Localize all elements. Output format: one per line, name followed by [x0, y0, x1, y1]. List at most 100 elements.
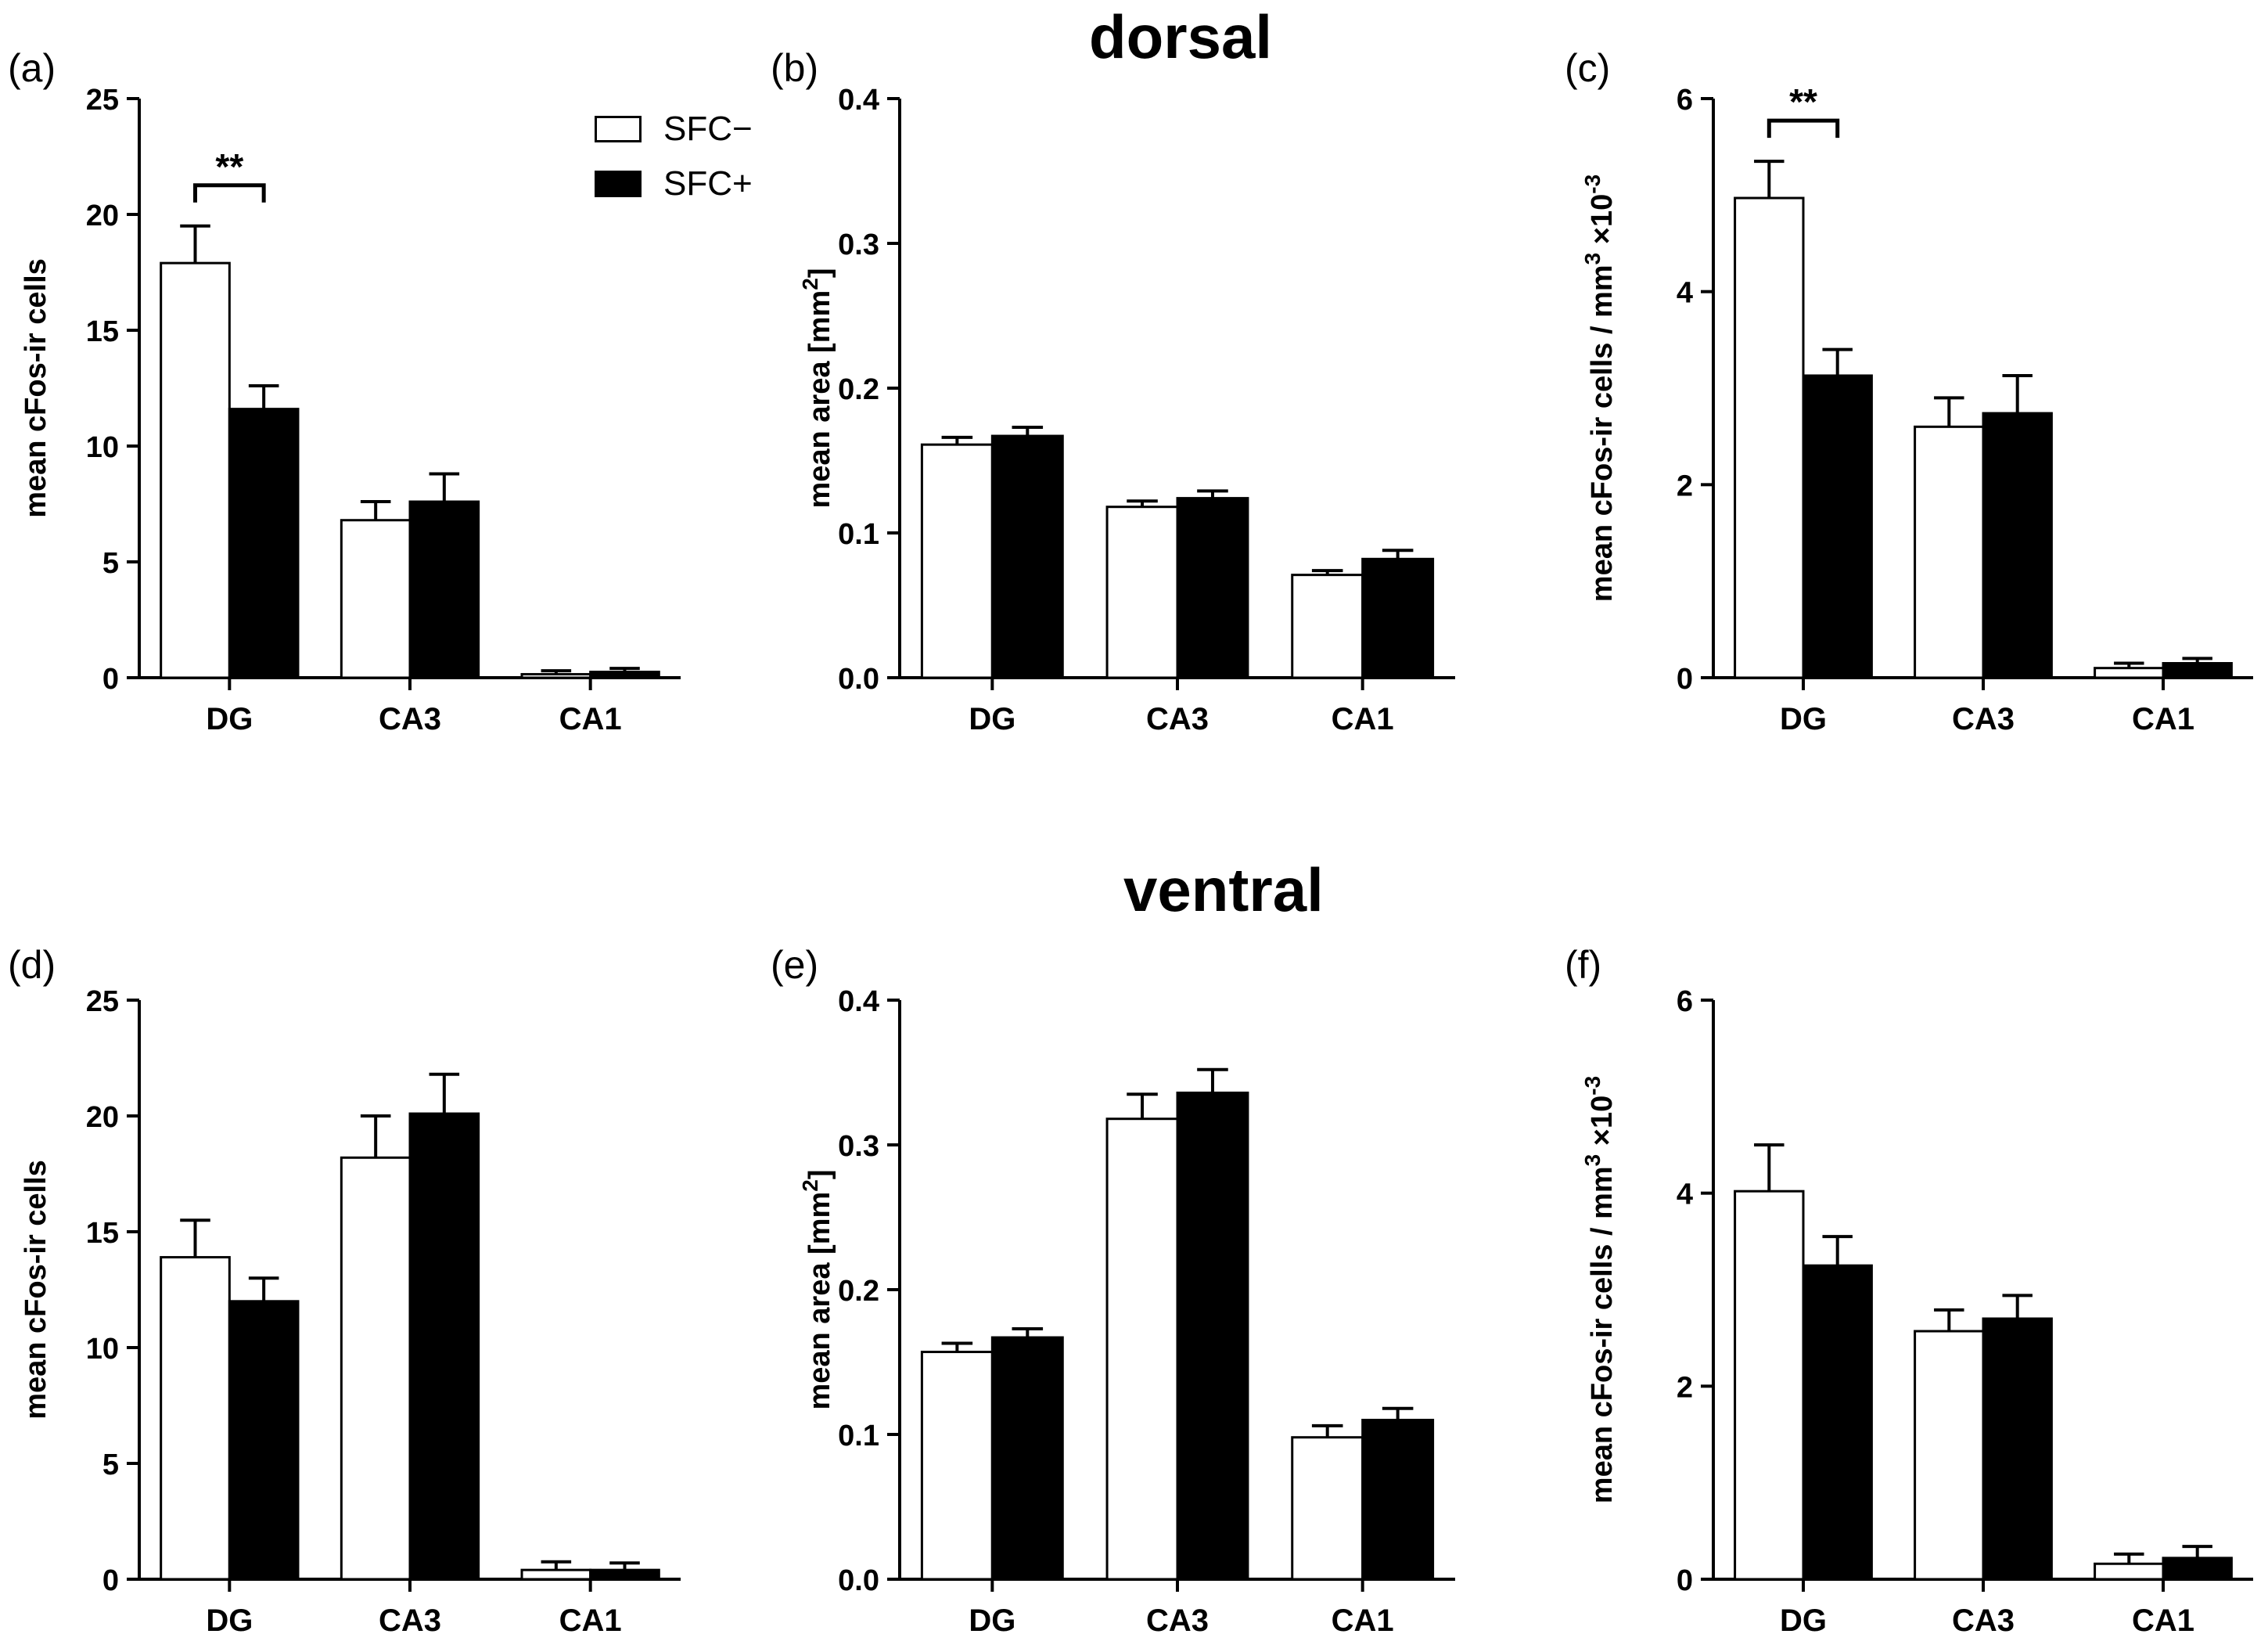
y-tick-label: 6 — [1677, 84, 1693, 117]
y-axis-label: mean cFos-ir cells / mm3 ×10-3 — [1580, 175, 1619, 602]
x-tick-label: DG — [969, 702, 1015, 736]
y-axis-label: mean cFos-ir cells / mm3 ×10-3 — [1580, 1076, 1619, 1503]
x-tick-label: DG — [969, 1603, 1015, 1634]
y-tick-label: 0.0 — [838, 1564, 879, 1597]
bar-sfc-plus — [408, 1112, 480, 1581]
y-tick-label: 5 — [102, 1449, 119, 1481]
y-tick-label: 25 — [86, 84, 119, 117]
y-tick-label: 0.4 — [838, 985, 879, 1018]
bar-sfc-minus — [1105, 1118, 1179, 1581]
panel-label-a: (a) — [8, 46, 56, 90]
x-tick-label: DG — [1780, 1603, 1827, 1634]
x-tick-label: CA3 — [1952, 702, 2015, 736]
legend-swatch-open — [595, 116, 642, 142]
y-tick-label: 0.3 — [838, 229, 879, 261]
y-tick-label: 5 — [102, 547, 119, 580]
x-tick-label: DG — [1780, 702, 1827, 736]
dorsal-title: dorsal — [1089, 2, 1273, 71]
y-tick-label: 4 — [1677, 1179, 1693, 1211]
y-tick-label: 25 — [86, 985, 119, 1018]
significance-bracket — [193, 183, 266, 203]
bar-sfc-minus — [920, 1351, 994, 1581]
x-tick-label: CA3 — [379, 1603, 441, 1634]
y-tick-label: 0.2 — [838, 373, 879, 406]
y-tick-label: 0.0 — [838, 663, 879, 696]
panel-label-f: (f) — [1565, 943, 1602, 987]
y-tick-label: 0 — [102, 1564, 119, 1597]
x-tick-label: CA1 — [559, 702, 622, 736]
legend-label: SFC+ — [663, 164, 753, 203]
bar-sfc-minus — [340, 1156, 412, 1581]
y-tick-label: 20 — [86, 200, 119, 232]
bar-sfc-plus — [1802, 1264, 1873, 1581]
y-tick-label: 0 — [102, 663, 119, 696]
bar-sfc-plus — [990, 434, 1064, 679]
bar-sfc-plus — [2162, 662, 2233, 679]
y-tick-label: 2 — [1677, 1371, 1693, 1404]
bar-sfc-minus — [1914, 1330, 1985, 1581]
bar-sfc-minus — [340, 519, 412, 679]
y-tick-label: 15 — [86, 1217, 119, 1250]
bar-sfc-minus — [1291, 1436, 1364, 1581]
y-tick-label: 0.2 — [838, 1275, 879, 1308]
x-tick-label: CA3 — [1146, 1603, 1209, 1634]
y-axis-label: mean area [mm2] — [798, 1169, 837, 1409]
bar-sfc-plus — [589, 1568, 660, 1581]
bar-sfc-plus — [589, 671, 660, 679]
bar-sfc-minus — [1734, 196, 1805, 679]
significance-label: ** — [215, 146, 243, 187]
y-tick-label: 0.1 — [838, 518, 879, 551]
x-tick-label: DG — [206, 702, 253, 736]
y-tick-label: 4 — [1677, 277, 1693, 310]
y-tick-label: 10 — [86, 431, 119, 464]
bar-sfc-minus — [1291, 574, 1364, 679]
bar-sfc-plus — [1176, 1091, 1249, 1581]
x-tick-label: CA3 — [379, 702, 441, 736]
legend: SFC− SFC+ — [595, 102, 753, 211]
x-tick-label: CA1 — [2132, 1603, 2194, 1634]
y-tick-label: 6 — [1677, 985, 1693, 1018]
x-tick-label: CA3 — [1952, 1603, 2015, 1634]
panel-label-d: (d) — [8, 943, 56, 987]
bar-sfc-plus — [228, 408, 300, 679]
bar-sfc-plus — [2162, 1557, 2233, 1581]
y-tick-label: 0.1 — [838, 1420, 879, 1452]
y-tick-label: 2 — [1677, 470, 1693, 502]
significance-label: ** — [1789, 81, 1817, 122]
bar-sfc-minus — [1734, 1190, 1805, 1581]
bar-sfc-plus — [408, 500, 480, 679]
bar-sfc-minus — [520, 673, 592, 679]
bar-sfc-plus — [1982, 412, 2053, 679]
ventral-title: ventral — [1123, 855, 1324, 924]
x-tick-label: CA1 — [2132, 702, 2194, 736]
bar-sfc-minus — [2094, 1562, 2165, 1581]
x-tick-label: DG — [206, 1603, 253, 1634]
bar-sfc-plus — [1361, 557, 1435, 679]
x-tick-label: CA3 — [1146, 702, 1209, 736]
bar-sfc-minus — [520, 1568, 592, 1581]
panel-label-e: (e) — [771, 943, 819, 987]
y-axis-label: mean area [mm2] — [798, 268, 837, 508]
legend-swatch-filled — [595, 171, 642, 197]
bar-sfc-plus — [228, 1300, 300, 1581]
bar-sfc-plus — [1176, 497, 1249, 679]
y-axis-label: mean cFos-ir cells — [20, 258, 52, 518]
y-tick-label: 10 — [86, 1333, 119, 1366]
panel-label-b: (b) — [771, 46, 819, 90]
bar-sfc-minus — [2094, 667, 2165, 679]
bar-sfc-minus — [1914, 425, 1985, 679]
y-tick-label: 0 — [1677, 663, 1693, 696]
bar-sfc-minus — [1105, 506, 1179, 679]
legend-item-sfc-plus: SFC+ — [595, 157, 753, 211]
x-tick-label: CA1 — [1332, 702, 1394, 736]
y-tick-label: 20 — [86, 1101, 119, 1134]
y-axis-label: mean cFos-ir cells — [20, 1160, 52, 1420]
bar-sfc-minus — [160, 261, 231, 679]
y-tick-label: 15 — [86, 315, 119, 348]
x-tick-label: CA1 — [559, 1603, 622, 1634]
bar-sfc-minus — [160, 1256, 231, 1581]
bar-sfc-plus — [1361, 1419, 1435, 1581]
y-tick-label: 0 — [1677, 1564, 1693, 1597]
